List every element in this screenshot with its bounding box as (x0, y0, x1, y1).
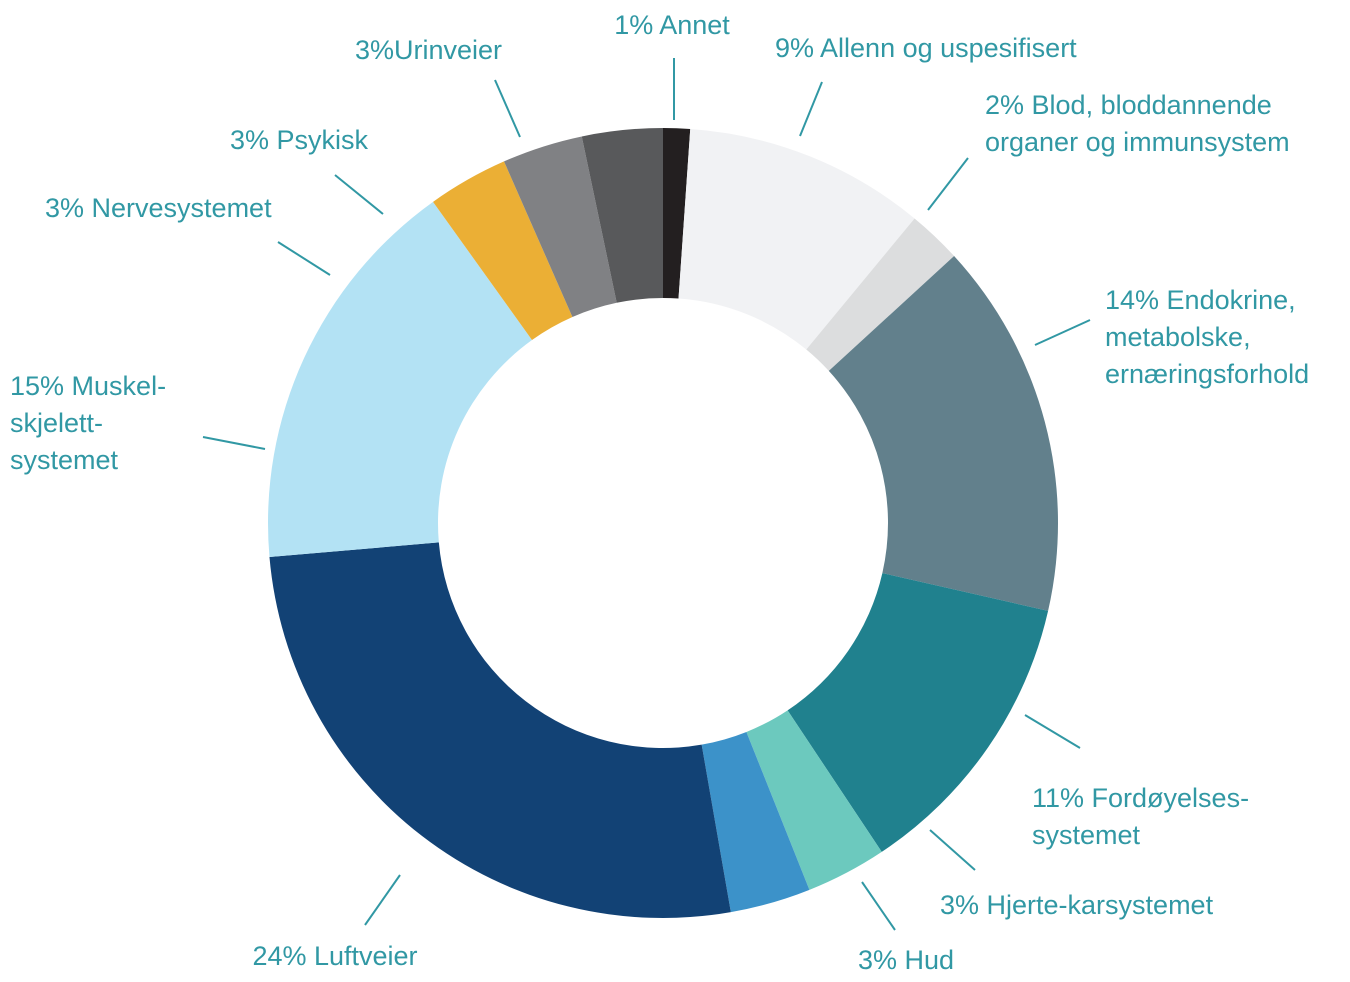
slice-label: 11% Fordøyelses- (1032, 783, 1249, 813)
donut-slice (433, 161, 573, 341)
slice-label: 3% Hjerte-karsystemet (940, 890, 1214, 920)
leader-line (927, 157, 969, 211)
donut-slice (701, 731, 810, 913)
leader-line (494, 79, 521, 138)
leader-line (334, 174, 384, 215)
donut-slice (678, 128, 915, 350)
slice-label: skjelett- (10, 408, 103, 438)
slice-label: organer og immunsystem (985, 127, 1290, 157)
leader-line (277, 241, 331, 276)
slice-label: 24% Luftveier (252, 941, 417, 971)
slice-label: 1% Annet (614, 10, 730, 40)
leader-line (202, 436, 266, 450)
slice-label: 15% Muskel- (10, 371, 166, 401)
donut-slice (787, 573, 1049, 852)
slice-label: 9% Allenn og uspesifisert (775, 33, 1077, 63)
leader-line (1034, 319, 1091, 346)
donut-slice (663, 128, 691, 299)
leader-line (861, 881, 896, 931)
donut-slice (504, 136, 617, 318)
donut-slice (269, 542, 731, 918)
donut-slice (828, 256, 1058, 611)
donut-slice (581, 128, 663, 303)
leader-line (1024, 714, 1081, 749)
leader-line (799, 81, 823, 137)
slice-label: systemet (1032, 820, 1141, 850)
donut-slice (268, 201, 533, 558)
slice-label: 14% Endokrine, (1105, 285, 1296, 315)
slice-label: metabolske, (1105, 322, 1251, 352)
leader-line (364, 874, 401, 926)
donut-slice (746, 710, 882, 890)
leader-line (929, 829, 976, 871)
slice-label: 2% Blod, bloddannende (985, 90, 1272, 120)
slice-label: 3% Hud (858, 945, 954, 975)
slice-label: 3%Urinveier (355, 35, 502, 65)
slice-label: 3% Nervesystemet (45, 193, 272, 223)
slice-label: ernæringsforhold (1105, 359, 1309, 389)
slice-label: 3% Psykisk (230, 125, 369, 155)
donut-slice (806, 218, 955, 371)
slice-label: systemet (10, 445, 119, 475)
